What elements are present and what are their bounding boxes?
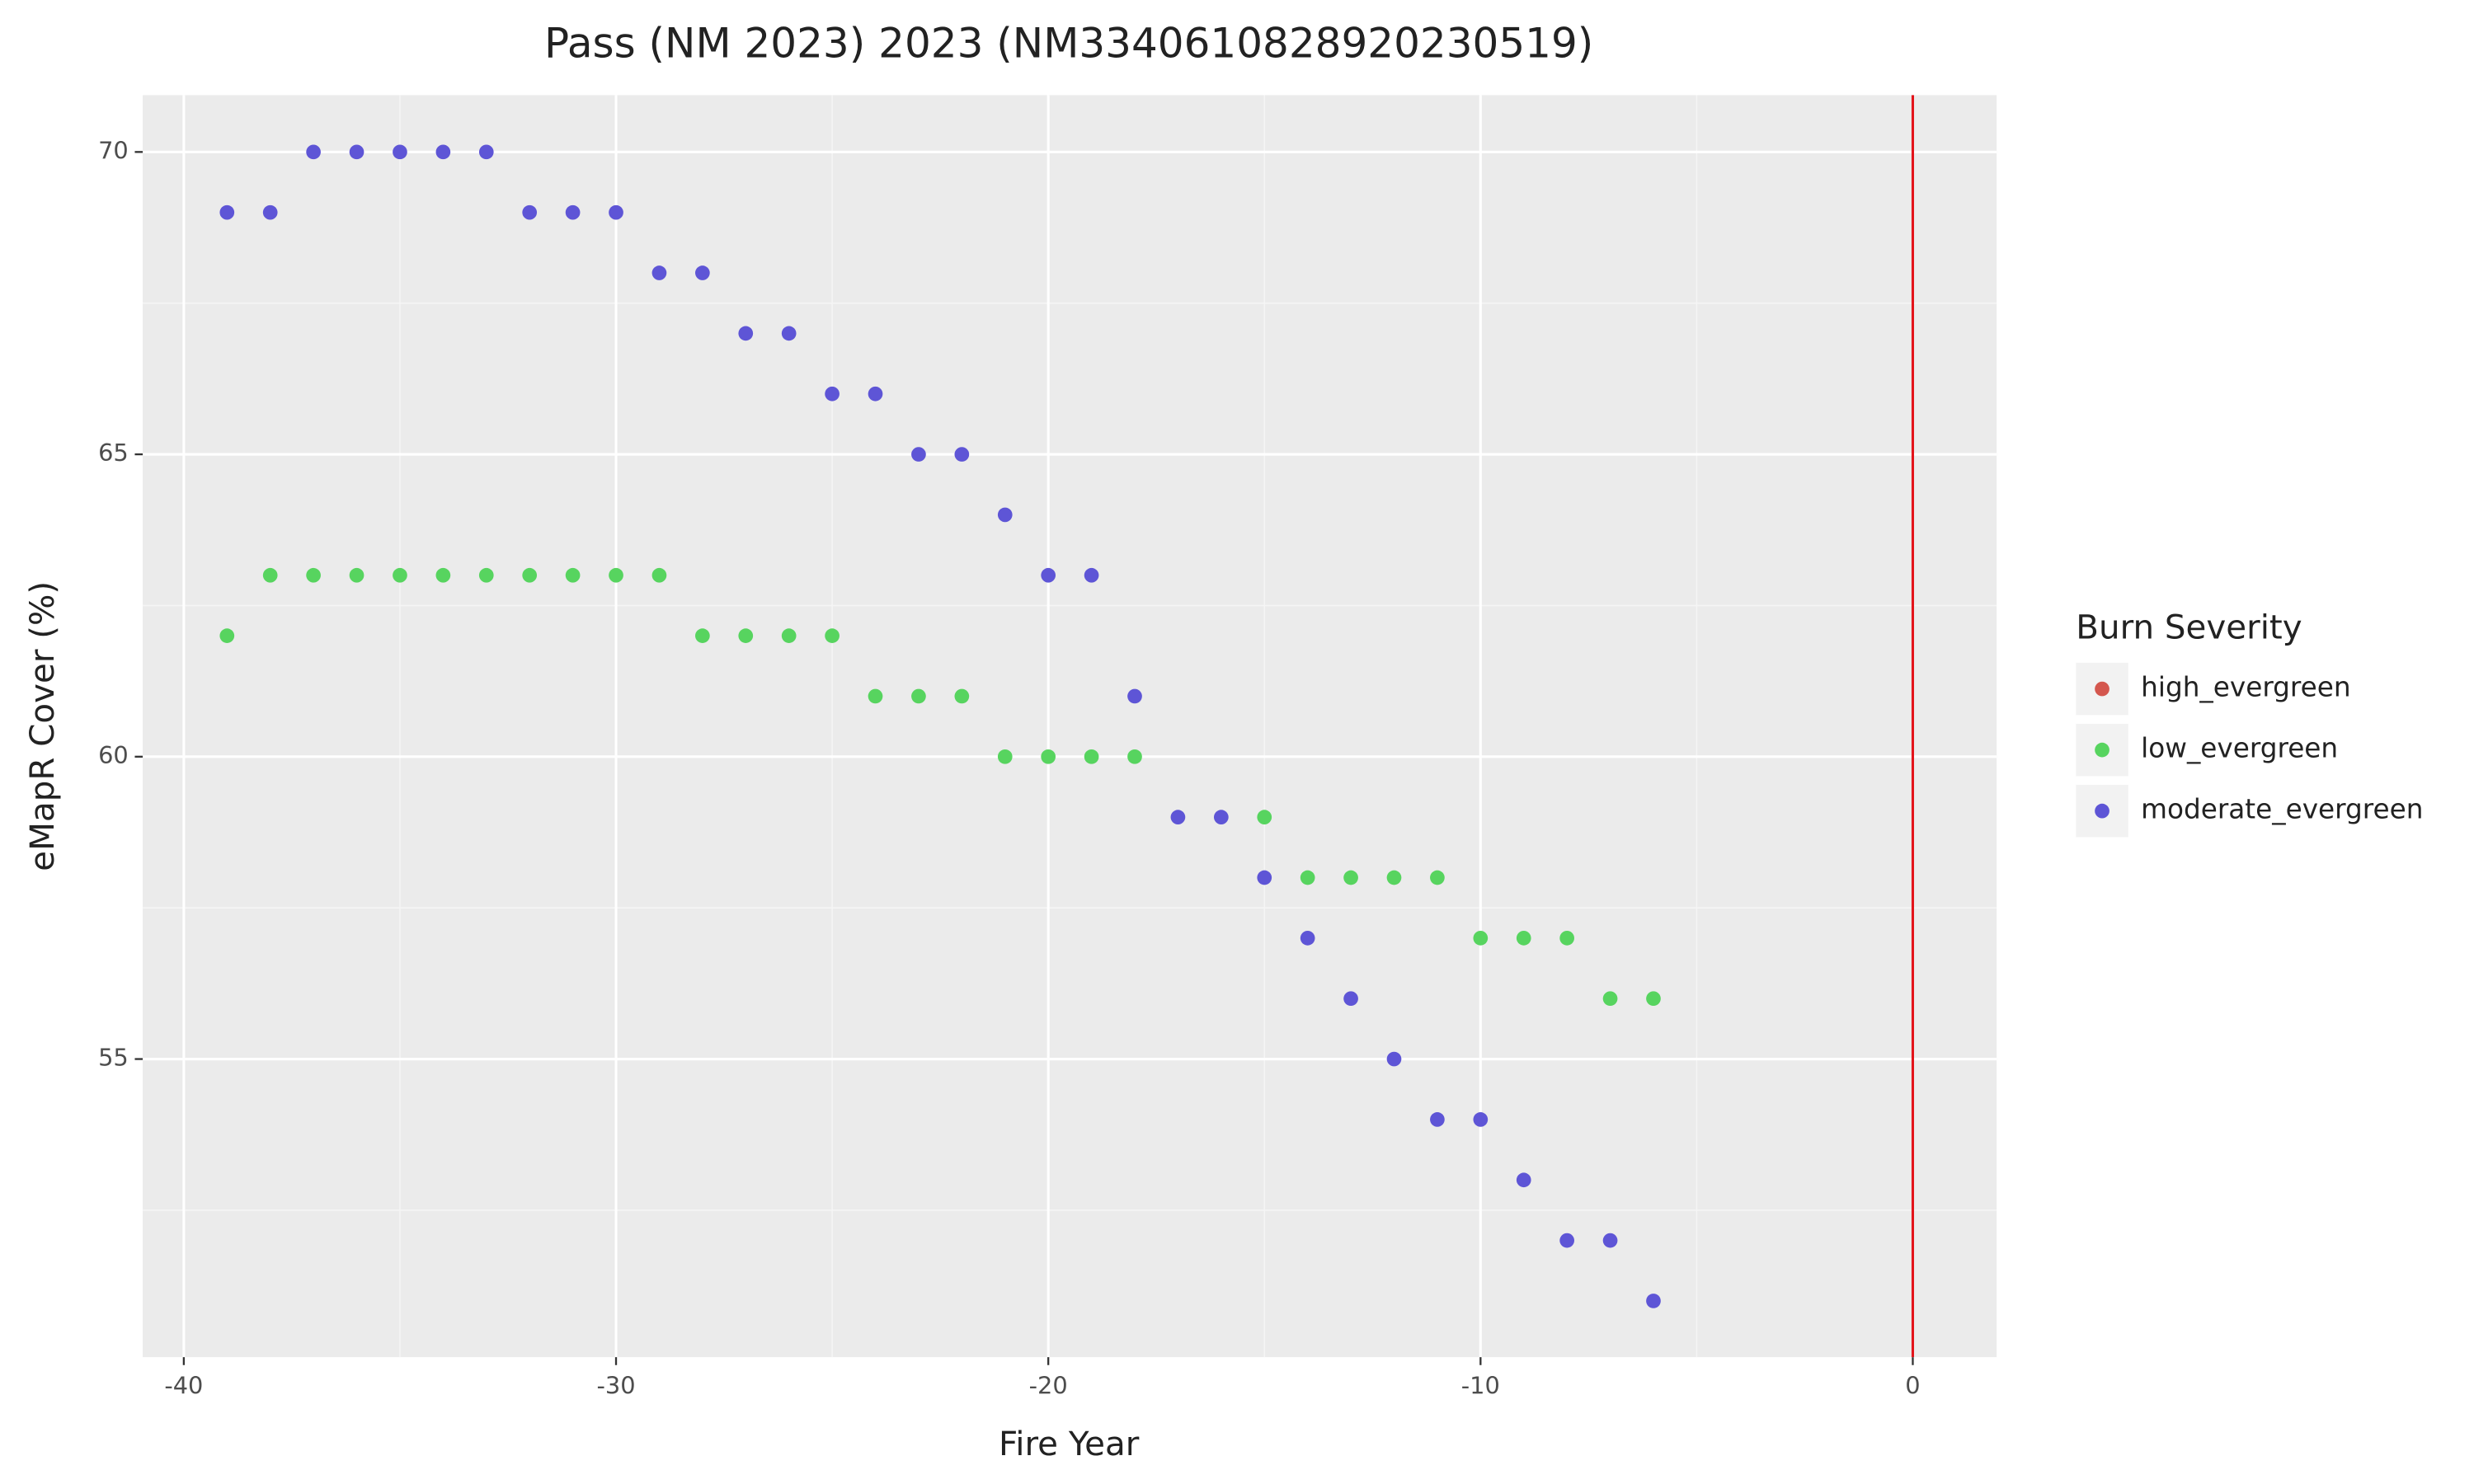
point xyxy=(262,567,278,583)
legend-marker xyxy=(2095,742,2109,758)
x-tick-label: 0 xyxy=(1905,1372,1920,1400)
point xyxy=(738,326,754,341)
point xyxy=(911,447,926,462)
legend-marker xyxy=(2095,681,2109,697)
point xyxy=(651,265,667,280)
point xyxy=(1041,749,1056,764)
point xyxy=(1300,870,1315,885)
legend-label: high_evergreen xyxy=(2141,672,2350,703)
y-axis-label: eMapR Cover (%) xyxy=(23,581,62,871)
x-axis-label: Fire Year xyxy=(999,1425,1140,1463)
y-tick-label: 55 xyxy=(98,1044,129,1072)
point xyxy=(522,567,538,583)
point xyxy=(349,567,365,583)
point xyxy=(1041,567,1056,583)
point xyxy=(954,447,970,462)
legend-marker xyxy=(2095,803,2109,819)
point xyxy=(1084,567,1099,583)
point xyxy=(1170,810,1186,825)
point xyxy=(478,144,494,160)
x-tick-label: -10 xyxy=(1461,1372,1500,1400)
point xyxy=(997,749,1013,764)
point xyxy=(1343,991,1358,1007)
point xyxy=(1084,749,1099,764)
y-tick-label: 60 xyxy=(98,741,129,769)
point xyxy=(695,628,710,643)
point xyxy=(435,144,451,160)
point xyxy=(1257,810,1272,825)
point xyxy=(1343,870,1358,885)
point xyxy=(954,688,970,704)
point xyxy=(911,688,926,704)
point xyxy=(219,204,235,220)
point xyxy=(306,567,321,583)
point xyxy=(781,326,797,341)
chart-title: Pass (NM 2023) 2023 (NM33406108289202305… xyxy=(544,19,1593,67)
point xyxy=(1602,991,1618,1007)
point xyxy=(1430,870,1445,885)
point xyxy=(1602,1233,1618,1248)
legend-label: low_evergreen xyxy=(2141,733,2338,764)
point xyxy=(522,204,538,220)
point xyxy=(306,144,321,160)
point xyxy=(1559,931,1574,946)
point xyxy=(1213,810,1229,825)
point xyxy=(651,567,667,583)
legend-label: moderate_evergreen xyxy=(2141,794,2423,825)
point xyxy=(478,567,494,583)
point xyxy=(868,386,883,402)
point xyxy=(1386,870,1402,885)
point xyxy=(1516,1172,1531,1188)
point xyxy=(868,688,883,704)
point xyxy=(738,628,754,643)
point xyxy=(781,628,797,643)
point xyxy=(1646,1294,1661,1308)
point xyxy=(1430,1112,1445,1127)
point xyxy=(1127,688,1142,704)
point xyxy=(1386,1051,1402,1067)
point xyxy=(565,204,581,220)
y-tick-label: 70 xyxy=(98,136,129,164)
point xyxy=(1257,870,1272,885)
point xyxy=(1559,1233,1574,1248)
point xyxy=(262,204,278,220)
point xyxy=(1127,749,1142,764)
point xyxy=(435,567,451,583)
y-tick-label: 65 xyxy=(98,439,129,467)
point xyxy=(1473,1112,1489,1127)
legend-title: Burn Severity xyxy=(2076,608,2302,646)
point xyxy=(997,507,1013,523)
point xyxy=(565,567,581,583)
point xyxy=(1473,931,1489,946)
point xyxy=(393,144,407,160)
point xyxy=(219,628,235,643)
point xyxy=(609,204,623,220)
x-tick-label: -20 xyxy=(1029,1372,1068,1400)
point xyxy=(695,265,710,280)
point xyxy=(349,144,365,160)
point xyxy=(393,567,407,583)
point xyxy=(1300,931,1315,946)
point xyxy=(1646,991,1661,1007)
point xyxy=(825,628,840,643)
point xyxy=(609,567,623,583)
x-tick-label: -30 xyxy=(596,1372,635,1400)
x-tick-label: -40 xyxy=(164,1372,203,1400)
panel xyxy=(143,95,1997,1358)
point xyxy=(1516,931,1531,946)
point xyxy=(825,386,840,402)
